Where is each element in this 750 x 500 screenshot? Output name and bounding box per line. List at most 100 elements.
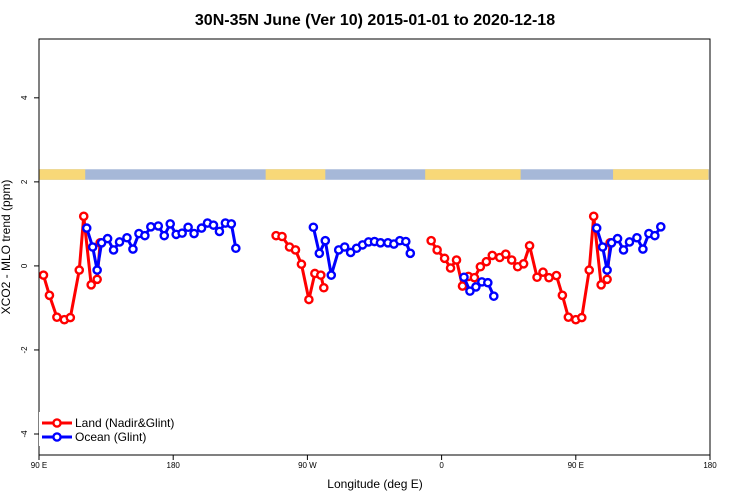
ocean-data-point bbox=[339, 242, 350, 252]
y-tick-label: -4 bbox=[20, 430, 29, 438]
ocean-data-point bbox=[405, 248, 416, 259]
x-tick-label: 180 bbox=[167, 461, 181, 470]
ocean-data-point bbox=[81, 223, 92, 233]
ocean-data-point bbox=[183, 222, 193, 233]
legend-box bbox=[39, 412, 189, 446]
ocean-data-point bbox=[650, 230, 660, 241]
land-data-point bbox=[65, 312, 76, 323]
ocean-data-point bbox=[108, 245, 119, 255]
x-tick-label: 90 E bbox=[31, 461, 47, 470]
land-data-point bbox=[588, 211, 599, 222]
ocean-data-point bbox=[401, 236, 411, 247]
ocean-data-point bbox=[606, 237, 617, 248]
ocean-data-point bbox=[92, 265, 102, 275]
x-tick-label: 90 E bbox=[568, 461, 584, 470]
chart-title: 30N-35N June (Ver 10) 2015-01-01 to 2020… bbox=[195, 12, 555, 29]
land-data-point bbox=[451, 255, 462, 265]
land-data-point bbox=[316, 270, 326, 280]
land-data-point bbox=[86, 280, 96, 290]
land-data-point bbox=[602, 274, 612, 285]
land-data-point bbox=[524, 240, 535, 251]
ocean-data-point bbox=[488, 291, 499, 301]
ocean-data-point bbox=[483, 277, 493, 288]
land-strip-segment bbox=[425, 169, 521, 180]
y-tick-label: 0 bbox=[20, 263, 29, 268]
land-data-point bbox=[44, 290, 55, 301]
land-data-point bbox=[432, 245, 442, 255]
x-tick-label: 90 W bbox=[298, 461, 317, 470]
legend: Land (Nadir&Glint)Ocean (Glint) bbox=[39, 412, 189, 446]
land-data-point bbox=[532, 272, 542, 283]
ocean-data-point bbox=[591, 223, 602, 233]
x-tick-label: 180 bbox=[703, 461, 717, 470]
ocean-data-point bbox=[308, 222, 319, 233]
land-data-point bbox=[576, 312, 587, 323]
land-sea-strip bbox=[39, 169, 709, 180]
ocean-data-point bbox=[459, 272, 469, 283]
land-data-point bbox=[439, 253, 450, 264]
ocean-data-point bbox=[128, 244, 138, 254]
land-data-point bbox=[481, 256, 492, 267]
ocean-data-point bbox=[153, 221, 164, 231]
ocean-data-point bbox=[618, 245, 629, 255]
land-data-point bbox=[52, 312, 62, 322]
land-data-point bbox=[469, 272, 480, 283]
ocean-data-point bbox=[140, 230, 150, 241]
land-data-point bbox=[596, 280, 606, 290]
land-strip-segment bbox=[39, 169, 86, 180]
y-axis-label: XCO2 - MLO trend (ppm) bbox=[0, 180, 13, 315]
land-data-point bbox=[304, 294, 314, 305]
ocean-data-point bbox=[226, 219, 237, 229]
land-data-point bbox=[38, 270, 49, 280]
legend-marker bbox=[52, 418, 62, 428]
ocean-data-point bbox=[159, 230, 170, 241]
land-data-point bbox=[319, 282, 329, 293]
ocean-data-point bbox=[196, 223, 207, 233]
series-land bbox=[38, 211, 615, 325]
x-axis: 90 E 180 90 W 0 90 E 180 bbox=[31, 455, 717, 470]
ocean-data-point bbox=[638, 244, 648, 254]
land-data-point bbox=[584, 265, 595, 275]
x-tick-label: 0 bbox=[439, 461, 444, 470]
ocean-data-point bbox=[102, 233, 113, 244]
land-data-point bbox=[296, 259, 307, 270]
ocean-data-point bbox=[612, 233, 623, 244]
series-layer bbox=[38, 211, 666, 325]
land-data-point bbox=[544, 272, 554, 283]
land-data-point bbox=[426, 235, 436, 246]
ocean-data-point bbox=[231, 243, 241, 254]
land-data-point bbox=[290, 245, 301, 255]
land-data-point bbox=[563, 312, 574, 322]
land-data-point bbox=[78, 211, 89, 222]
ocean-data-point bbox=[177, 228, 187, 238]
ocean-data-point bbox=[375, 237, 386, 248]
ocean-data-point bbox=[314, 248, 325, 259]
legend-marker bbox=[52, 432, 62, 442]
ocean-data-point bbox=[471, 282, 481, 292]
land-strip-segment bbox=[613, 169, 709, 180]
ocean-data-point bbox=[655, 222, 666, 232]
y-axis: -4 -2 0 2 4 bbox=[20, 95, 39, 438]
ocean-series-line bbox=[85, 220, 238, 271]
ocean-data-point bbox=[122, 232, 132, 243]
legend-label: Land (Nadir&Glint) bbox=[75, 416, 174, 430]
series-ocean bbox=[81, 218, 666, 301]
y-tick-label: -2 bbox=[20, 346, 29, 354]
land-data-point bbox=[518, 259, 529, 269]
ocean-data-point bbox=[624, 237, 635, 247]
ocean-strip bbox=[40, 169, 709, 180]
land-data-point bbox=[506, 255, 517, 265]
ocean-data-point bbox=[208, 220, 219, 230]
ocean-data-point bbox=[320, 235, 331, 246]
land-data-point bbox=[445, 263, 456, 273]
ocean-data-point bbox=[602, 265, 612, 275]
land-data-point bbox=[457, 281, 468, 291]
ocean-data-point bbox=[465, 286, 475, 296]
ocean-data-point bbox=[345, 247, 356, 258]
land-data-point bbox=[277, 231, 287, 242]
land-strip-segment bbox=[265, 169, 326, 180]
land-series-line bbox=[42, 216, 102, 322]
y-tick-label: 4 bbox=[20, 95, 29, 100]
land-data-point bbox=[475, 261, 486, 272]
